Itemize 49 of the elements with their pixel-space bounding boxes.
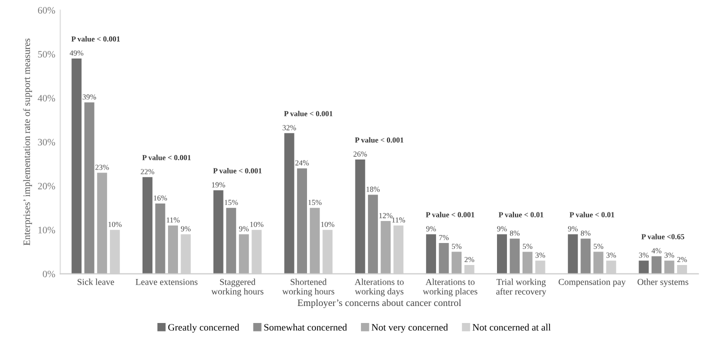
bar bbox=[226, 208, 236, 274]
bar bbox=[452, 252, 462, 274]
y-tick-label: 20% bbox=[38, 182, 56, 190]
legend-label: Greatly concerned bbox=[168, 324, 240, 333]
x-axis-title: Employer’s concerns about cancer control bbox=[298, 299, 462, 308]
bar bbox=[168, 225, 178, 274]
bar bbox=[664, 260, 674, 274]
bar bbox=[213, 190, 224, 274]
bar bbox=[238, 234, 249, 274]
bar bbox=[580, 238, 591, 274]
legend-label: Not concerned at all bbox=[472, 324, 551, 331]
bar bbox=[593, 252, 604, 274]
bar bbox=[72, 58, 82, 274]
bar bbox=[97, 172, 108, 274]
bar bbox=[522, 252, 532, 274]
x-tick-label: Leave extensions bbox=[136, 278, 198, 285]
bar bbox=[380, 221, 391, 274]
x-tick-label: Alterations to working days bbox=[354, 278, 404, 296]
bar bbox=[84, 102, 94, 274]
bar bbox=[355, 160, 366, 274]
y-tick-label: 50% bbox=[38, 50, 56, 58]
bar bbox=[310, 208, 320, 274]
bar bbox=[568, 234, 578, 274]
x-tick-label: Sick leave bbox=[78, 278, 114, 285]
bar bbox=[142, 177, 152, 274]
bar bbox=[426, 234, 436, 274]
x-tick-label: Staggered working hours bbox=[211, 278, 264, 296]
bar bbox=[496, 234, 507, 274]
bar bbox=[438, 243, 449, 274]
x-tick-label: Trial working after recovery bbox=[496, 278, 546, 296]
bar bbox=[155, 203, 166, 274]
y-tick-label: 30% bbox=[38, 138, 56, 146]
bar bbox=[638, 260, 649, 274]
x-tick-label: Other systems bbox=[638, 278, 688, 287]
bar bbox=[297, 168, 308, 274]
bar bbox=[284, 133, 294, 274]
y-tick-label: 10% bbox=[38, 226, 56, 234]
bar bbox=[510, 238, 520, 274]
legend-label: Somewhat concerned bbox=[264, 324, 347, 331]
y-axis-title: Enterprises’ implementation rate of support measures bbox=[23, 38, 32, 246]
y-tick-label: 0% bbox=[42, 270, 56, 278]
y-tick-label: 40% bbox=[38, 94, 56, 102]
x-tick-label: Alterations to working places bbox=[422, 278, 478, 296]
y-tick-label: 60% bbox=[38, 7, 56, 14]
bar bbox=[368, 194, 378, 274]
x-tick-label: Compensation pay bbox=[558, 278, 626, 287]
x-tick-label: Shortened working hours bbox=[282, 278, 334, 296]
bar bbox=[652, 256, 662, 274]
legend-label: Not very concerned bbox=[372, 324, 448, 333]
